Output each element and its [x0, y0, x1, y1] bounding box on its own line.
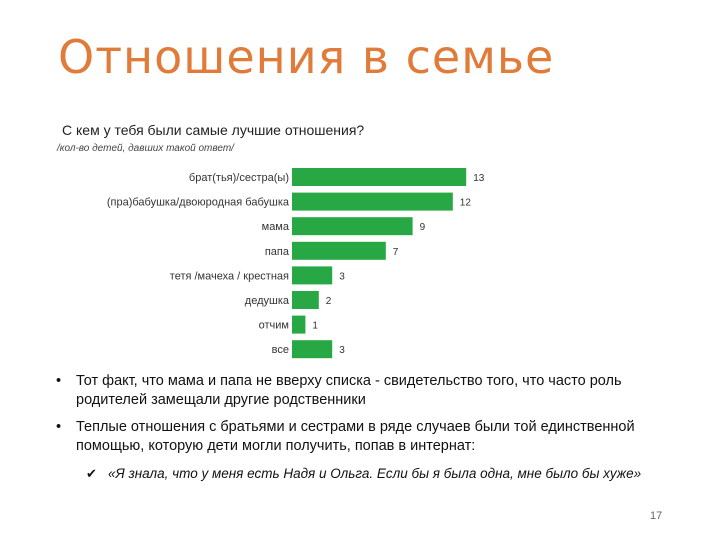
- bar-chart: брат(тья)/сестра(ы) 13(пра)бабушка/двоюро…: [107, 168, 485, 359]
- page-number: 17: [650, 510, 663, 522]
- bullet-text: Тот факт, что мама и папа не вверху спис…: [76, 373, 622, 408]
- data-label: 12: [460, 198, 472, 209]
- slide-title: Отношения в семье: [58, 30, 555, 84]
- bullet-dot: •: [56, 373, 62, 389]
- data-label: 1: [312, 321, 318, 332]
- bar: [292, 315, 306, 334]
- bar: [292, 241, 386, 260]
- data-label: 9: [420, 222, 426, 233]
- bullet-list: • Тот факт, что мама и папа не вверху сп…: [54, 372, 664, 483]
- category-label: папа: [265, 246, 290, 258]
- data-label: 3: [339, 271, 345, 282]
- category-label: отчим: [259, 320, 289, 332]
- data-label: 3: [339, 345, 345, 356]
- bar: [292, 192, 453, 211]
- data-label: 2: [326, 296, 332, 307]
- data-label: 13: [473, 173, 485, 184]
- data-label: 7: [393, 247, 399, 258]
- bar: [292, 340, 333, 359]
- checkmark-icon: ✔: [86, 466, 97, 481]
- category-label: дедушка: [245, 295, 290, 307]
- category-label: брат(тья)/сестра(ы): [189, 172, 289, 184]
- chart-question: С кем у тебя были самые лучшие отношения…: [62, 122, 365, 138]
- bar: [292, 291, 319, 309]
- category-label: все: [272, 344, 289, 356]
- quote-text: «Я знала, что у меня есть Надя и Ольга. …: [108, 466, 642, 481]
- bullet-item: • Теплые отношения с братьями и сестрами…: [54, 418, 664, 456]
- category-label: тетя /мачеха / крестная: [170, 270, 289, 282]
- category-label: (пра)бабушка/двоюродная бабушка: [107, 197, 290, 209]
- quote-item: ✔ «Я знала, что у меня есть Надя и Ольга…: [54, 464, 664, 483]
- category-label: мама: [262, 221, 290, 233]
- bullet-text: Теплые отношения с братьями и сестрами в…: [76, 419, 635, 454]
- bullet-dot: •: [56, 419, 62, 435]
- bar: [292, 168, 467, 186]
- bullet-item: • Тот факт, что мама и папа не вверху сп…: [54, 372, 664, 410]
- bar: [292, 266, 333, 285]
- bar: [292, 217, 413, 236]
- chart-subnote: /кол-во детей, давших такой ответ/: [57, 143, 234, 154]
